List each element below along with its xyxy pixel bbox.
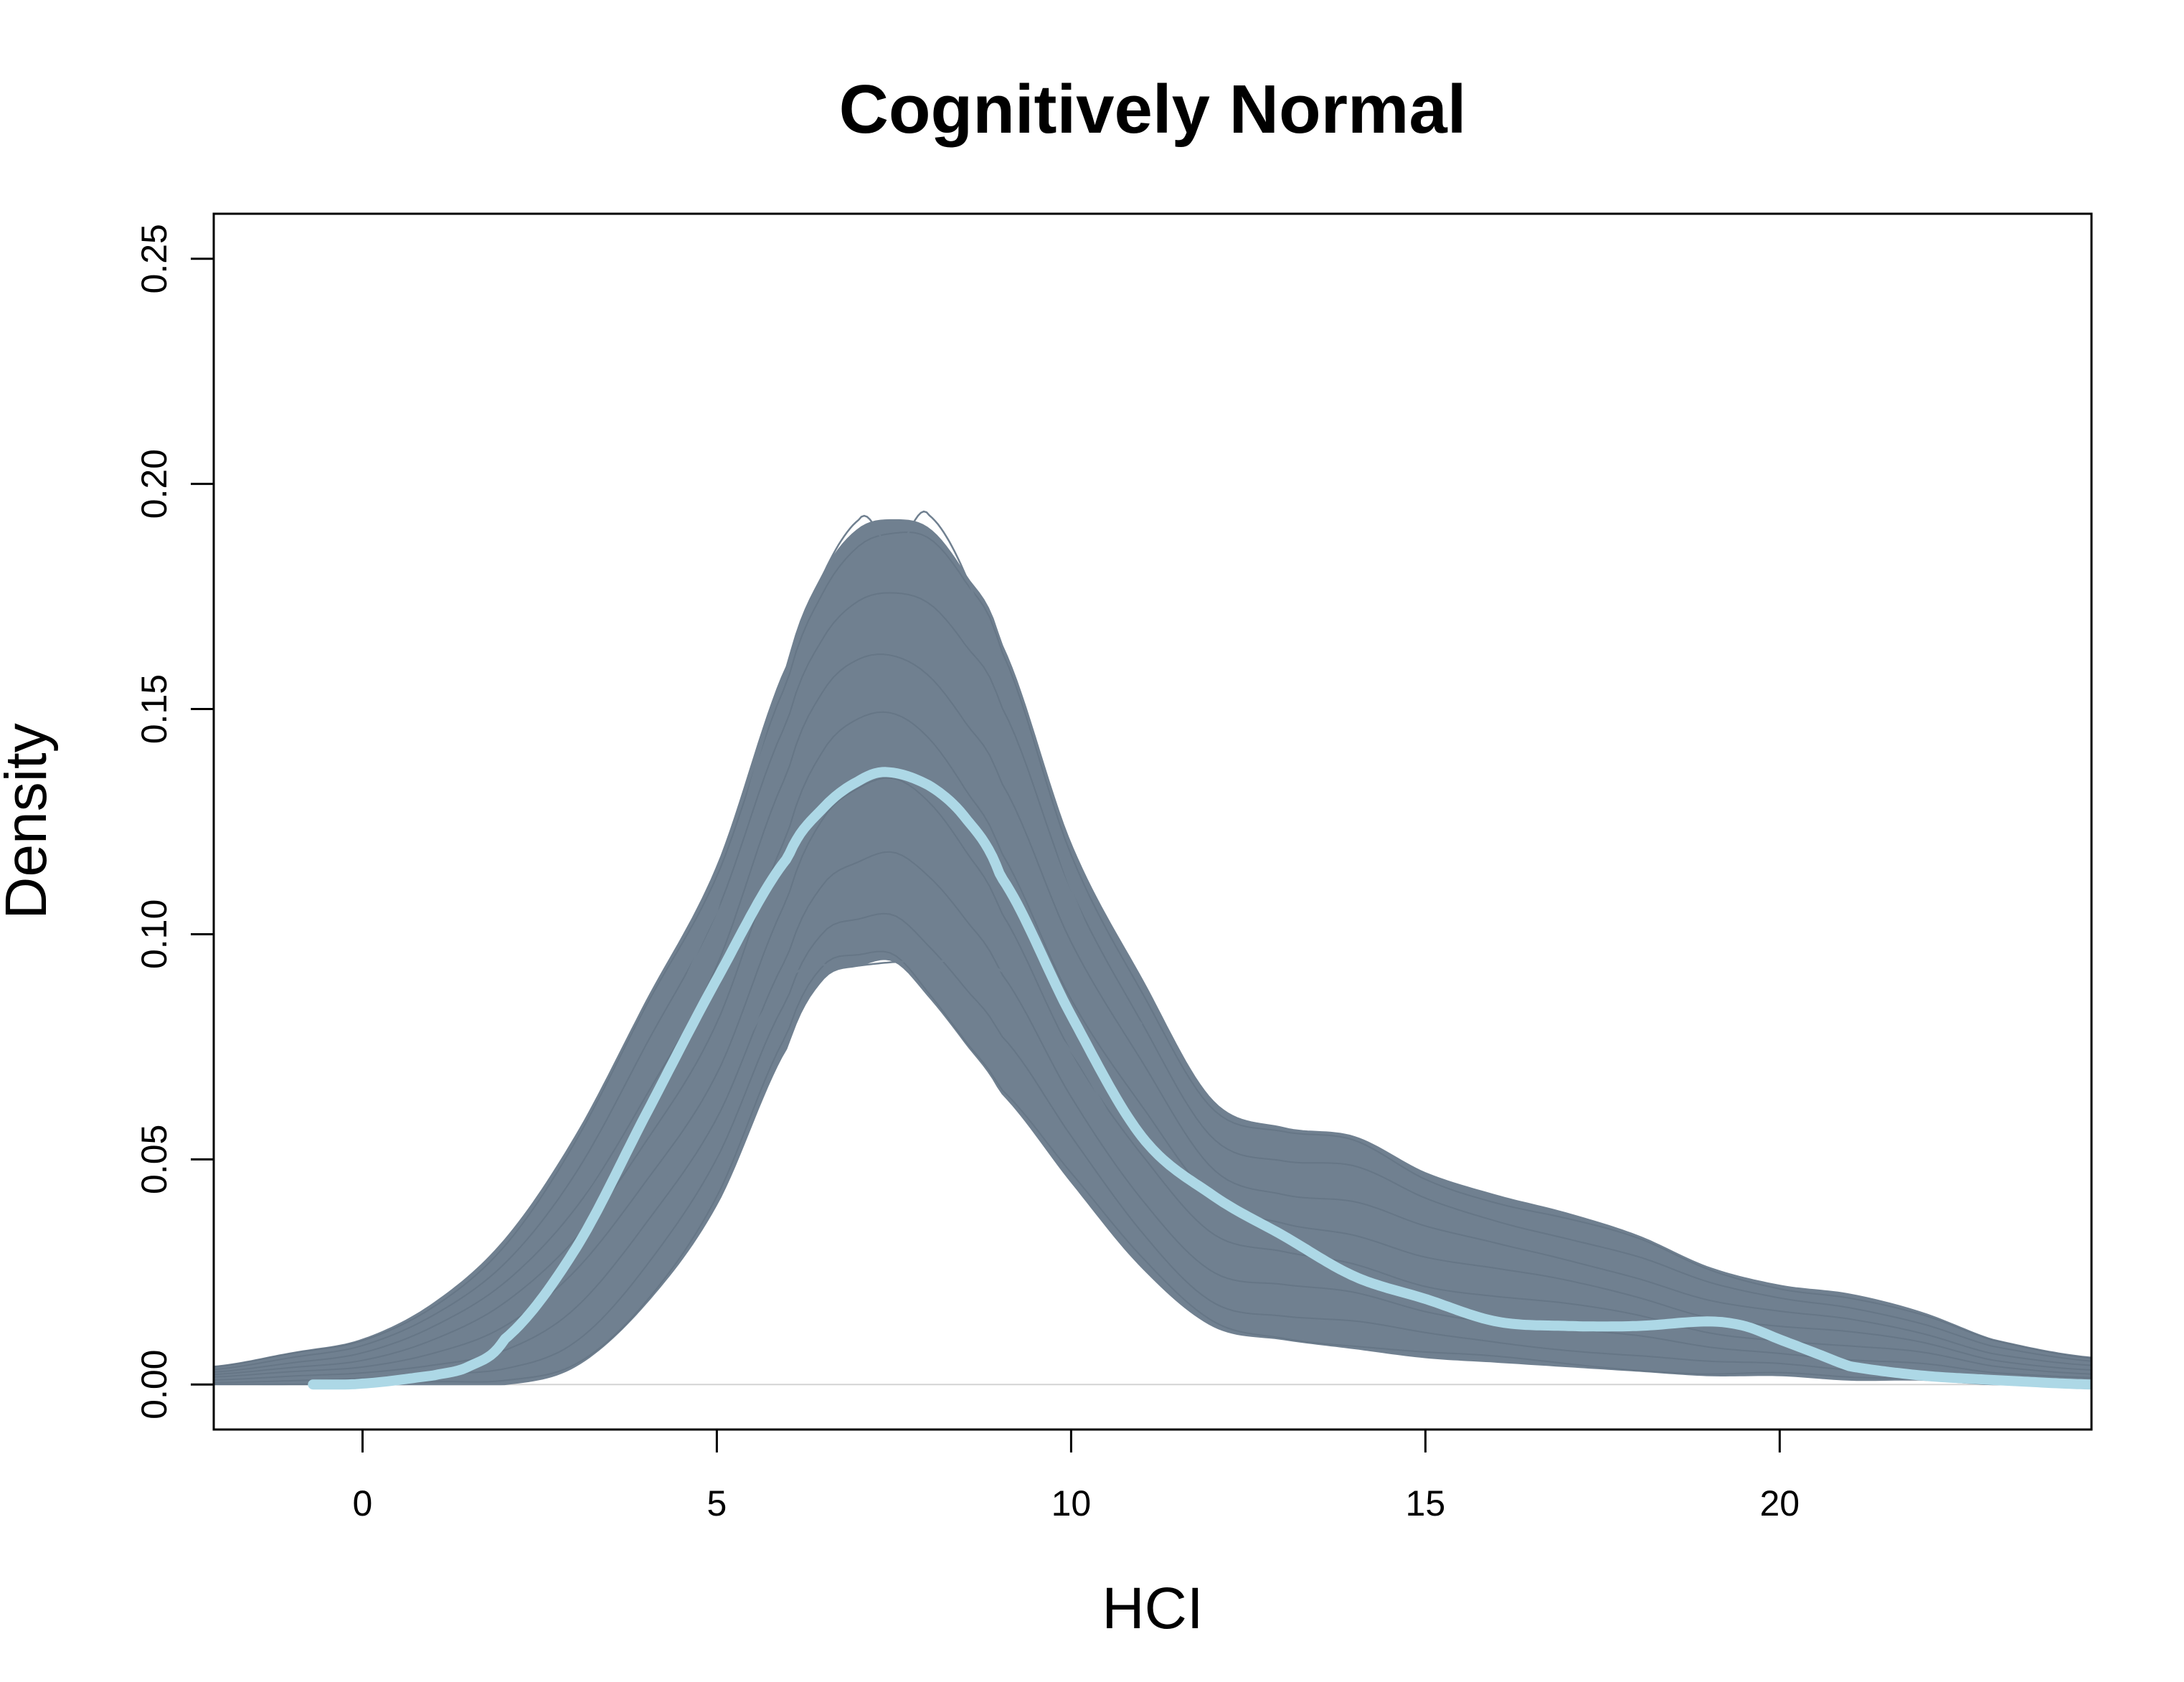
y-tick-label: 0.20	[134, 449, 174, 519]
plot-frame	[212, 212, 2093, 1431]
y-tick-label: 0.05	[134, 1125, 174, 1194]
bootstrap-outlier-curve	[574, 510, 1143, 1205]
y-tick-label: 0.00	[134, 1350, 174, 1419]
bootstrap-density-band	[214, 519, 2091, 1386]
bootstrap-curve	[214, 592, 2091, 1371]
y-tick-label: 0.10	[134, 899, 174, 969]
x-tick-label: 20	[1760, 1483, 1800, 1523]
y-tick-label: 0.25	[134, 224, 174, 293]
x-axis: 0 5 10 15 20	[353, 1430, 1800, 1523]
x-tick-label: 0	[353, 1483, 373, 1523]
bootstrap-curve	[214, 531, 2091, 1368]
y-axis-label: Density	[0, 723, 59, 919]
x-tick-label: 15	[1406, 1483, 1446, 1523]
bootstrap-curve	[214, 711, 2091, 1376]
bootstrap-outlier-curve	[575, 959, 1143, 1305]
y-axis: 0.00 0.05 0.10 0.15 0.20 0.25	[134, 224, 214, 1419]
x-tick-label: 10	[1051, 1483, 1092, 1523]
chart-title: Cognitively Normal	[839, 71, 1467, 148]
mean-density-line	[308, 767, 2091, 1390]
x-tick-label: 5	[707, 1483, 727, 1523]
bootstrap-curve	[214, 950, 2091, 1386]
bootstrap-curve	[214, 912, 2091, 1384]
bootstrap-curve	[214, 653, 2091, 1373]
y-tick-label: 0.15	[134, 674, 174, 744]
bootstrap-curve	[214, 851, 2091, 1381]
plot-area	[214, 510, 2091, 1390]
x-axis-label: HCI	[1102, 1576, 1203, 1641]
